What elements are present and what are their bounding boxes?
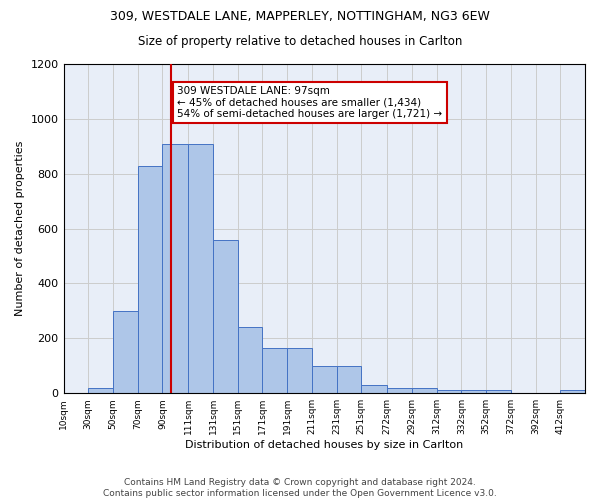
Bar bbox=[437, 390, 461, 393]
Bar bbox=[312, 366, 337, 393]
Bar bbox=[287, 348, 312, 393]
Text: 309, WESTDALE LANE, MAPPERLEY, NOTTINGHAM, NG3 6EW: 309, WESTDALE LANE, MAPPERLEY, NOTTINGHA… bbox=[110, 10, 490, 23]
Bar bbox=[387, 388, 412, 393]
Y-axis label: Number of detached properties: Number of detached properties bbox=[15, 141, 25, 316]
Bar bbox=[412, 388, 437, 393]
Bar bbox=[113, 311, 137, 393]
Bar bbox=[262, 348, 287, 393]
Bar bbox=[163, 144, 188, 393]
Bar bbox=[188, 144, 213, 393]
Bar bbox=[560, 390, 585, 393]
Bar bbox=[238, 328, 262, 393]
Text: Size of property relative to detached houses in Carlton: Size of property relative to detached ho… bbox=[138, 35, 462, 48]
X-axis label: Distribution of detached houses by size in Carlton: Distribution of detached houses by size … bbox=[185, 440, 463, 450]
Bar bbox=[337, 366, 361, 393]
Bar bbox=[213, 240, 238, 393]
Text: Contains HM Land Registry data © Crown copyright and database right 2024.
Contai: Contains HM Land Registry data © Crown c… bbox=[103, 478, 497, 498]
Bar bbox=[361, 385, 387, 393]
Bar bbox=[486, 390, 511, 393]
Bar bbox=[137, 166, 163, 393]
Text: 309 WESTDALE LANE: 97sqm
← 45% of detached houses are smaller (1,434)
54% of sem: 309 WESTDALE LANE: 97sqm ← 45% of detach… bbox=[177, 86, 442, 119]
Bar bbox=[461, 390, 486, 393]
Bar bbox=[88, 388, 113, 393]
